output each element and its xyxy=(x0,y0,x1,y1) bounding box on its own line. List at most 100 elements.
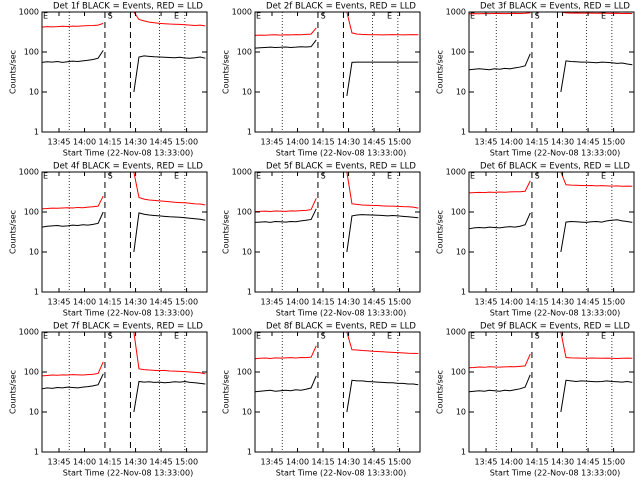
panel-title: Det 8f BLACK = Events, RED = LLD xyxy=(266,322,416,332)
y-tick-label: 100 xyxy=(451,48,466,57)
annotation: E xyxy=(174,12,179,21)
plot-frame xyxy=(468,331,635,453)
panel: Det 6f BLACK = Events, RED = LLD Start Ti… xyxy=(436,162,635,318)
x-tick-label: 13:45 xyxy=(474,298,497,307)
y-tick-label: 10 xyxy=(29,248,39,257)
annotation: E xyxy=(387,172,392,181)
annotation: E xyxy=(43,12,48,21)
x-tick-label: 14:30 xyxy=(551,138,574,147)
y-tick-label: 1000 xyxy=(232,168,252,177)
y-axis-label: Counts/sec xyxy=(222,370,231,414)
y-axis-label: Counts/sec xyxy=(222,210,231,254)
x-tick-label: 14:15 xyxy=(99,458,122,467)
x-tick-label: 14:15 xyxy=(99,298,122,307)
y-tick-label: 1000 xyxy=(19,8,39,17)
annotation: E xyxy=(601,332,606,341)
y-tick-label: 10 xyxy=(29,88,39,97)
y-axis-label: Counts/sec xyxy=(436,210,445,254)
annotation: E xyxy=(470,12,475,21)
panel: Det 2f BLACK = Events, RED = LLD Start Ti… xyxy=(222,2,421,158)
x-tick-label: 13:45 xyxy=(47,458,70,467)
x-tick-label: 14:15 xyxy=(526,138,549,147)
y-tick-label: 10 xyxy=(456,408,466,417)
series-line xyxy=(468,374,633,413)
y-axis-label: Counts/sec xyxy=(436,50,445,94)
series-line xyxy=(41,373,206,413)
annotation: E xyxy=(256,12,261,21)
annotation: E xyxy=(256,172,261,181)
x-axis-label: Start Time (22-Nov-08 13:33:00) xyxy=(490,309,620,318)
x-tick-label: 14:00 xyxy=(286,138,309,147)
y-tick-label: 100 xyxy=(451,208,466,217)
series-line xyxy=(254,171,419,213)
y-tick-label: 10 xyxy=(242,88,252,97)
y-tick-label: 10 xyxy=(456,88,466,97)
x-tick-label: 15:00 xyxy=(175,298,198,307)
y-axis-label: Counts/sec xyxy=(9,50,18,94)
annotation: E xyxy=(174,332,179,341)
series-line xyxy=(254,39,419,96)
x-tick-label: 15:00 xyxy=(388,458,411,467)
annotation: E xyxy=(256,332,261,341)
annotation: E xyxy=(601,172,606,181)
x-tick-label: 14:30 xyxy=(551,458,574,467)
x-tick-label: 15:00 xyxy=(388,138,411,147)
y-axis-label: Counts/sec xyxy=(436,370,445,414)
panel-title: Det 1f BLACK = Events, RED = LLD xyxy=(53,2,203,12)
plot-frame xyxy=(254,331,421,453)
x-tick-label: 14:00 xyxy=(73,138,96,147)
y-tick-label: 1 xyxy=(247,448,252,457)
y-axis-label: Counts/sec xyxy=(222,50,231,94)
series-line xyxy=(254,375,419,413)
plot-frame xyxy=(254,171,421,293)
y-tick-label: 100 xyxy=(237,208,252,217)
panel-title: Det 6f BLACK = Events, RED = LLD xyxy=(480,162,630,172)
x-tick-label: 14:30 xyxy=(337,298,360,307)
x-tick-label: 14:30 xyxy=(124,458,147,467)
y-tick-label: 10 xyxy=(242,408,252,417)
x-axis-label: Start Time (22-Nov-08 13:33:00) xyxy=(276,469,406,478)
x-tick-label: 13:45 xyxy=(47,138,70,147)
x-tick-label: 13:45 xyxy=(474,138,497,147)
x-tick-label: 14:00 xyxy=(500,458,523,467)
series-line xyxy=(254,11,419,36)
plot-frame xyxy=(41,11,208,133)
x-tick-label: 15:00 xyxy=(175,458,198,467)
plot-frame xyxy=(468,11,635,133)
x-tick-label: 13:45 xyxy=(260,458,283,467)
series-line xyxy=(41,211,206,253)
y-tick-label: 100 xyxy=(237,368,252,377)
x-axis-label: Start Time (22-Nov-08 13:33:00) xyxy=(63,469,193,478)
x-tick-label: 14:45 xyxy=(363,458,386,467)
y-tick-label: 1 xyxy=(247,128,252,137)
annotation: E xyxy=(470,172,475,181)
panel-title: Det 9f BLACK = Events, RED = LLD xyxy=(480,322,630,332)
y-tick-label: 1000 xyxy=(19,168,39,177)
x-tick-label: 13:45 xyxy=(47,298,70,307)
x-tick-label: 14:15 xyxy=(312,458,335,467)
x-tick-label: 14:45 xyxy=(577,298,600,307)
y-tick-label: 100 xyxy=(237,48,252,57)
x-tick-label: 14:45 xyxy=(150,298,173,307)
series-line xyxy=(254,208,419,253)
y-tick-label: 1 xyxy=(461,288,466,297)
x-tick-label: 15:00 xyxy=(388,298,411,307)
x-tick-label: 14:00 xyxy=(286,298,309,307)
x-axis-label: Start Time (22-Nov-08 13:33:00) xyxy=(490,469,620,478)
x-tick-label: 14:00 xyxy=(73,458,96,467)
y-tick-label: 1000 xyxy=(232,328,252,337)
x-tick-label: 14:30 xyxy=(337,138,360,147)
x-axis-label: Start Time (22-Nov-08 13:33:00) xyxy=(63,309,193,318)
panel: Det 1f BLACK = Events, RED = LLD Start Ti… xyxy=(9,2,208,158)
x-tick-label: 14:15 xyxy=(99,138,122,147)
y-tick-label: 100 xyxy=(24,48,39,57)
panel-title: Det 5f BLACK = Events, RED = LLD xyxy=(266,162,416,172)
x-tick-label: 13:45 xyxy=(260,298,283,307)
annotation: E xyxy=(43,332,48,341)
panel: Det 3f BLACK = Events, RED = LLD Start Ti… xyxy=(436,2,635,158)
y-tick-label: 10 xyxy=(242,248,252,257)
x-tick-label: 14:15 xyxy=(312,138,335,147)
x-tick-label: 15:00 xyxy=(602,298,625,307)
panel: Det 9f BLACK = Events, RED = LLD Start Ti… xyxy=(436,322,635,478)
